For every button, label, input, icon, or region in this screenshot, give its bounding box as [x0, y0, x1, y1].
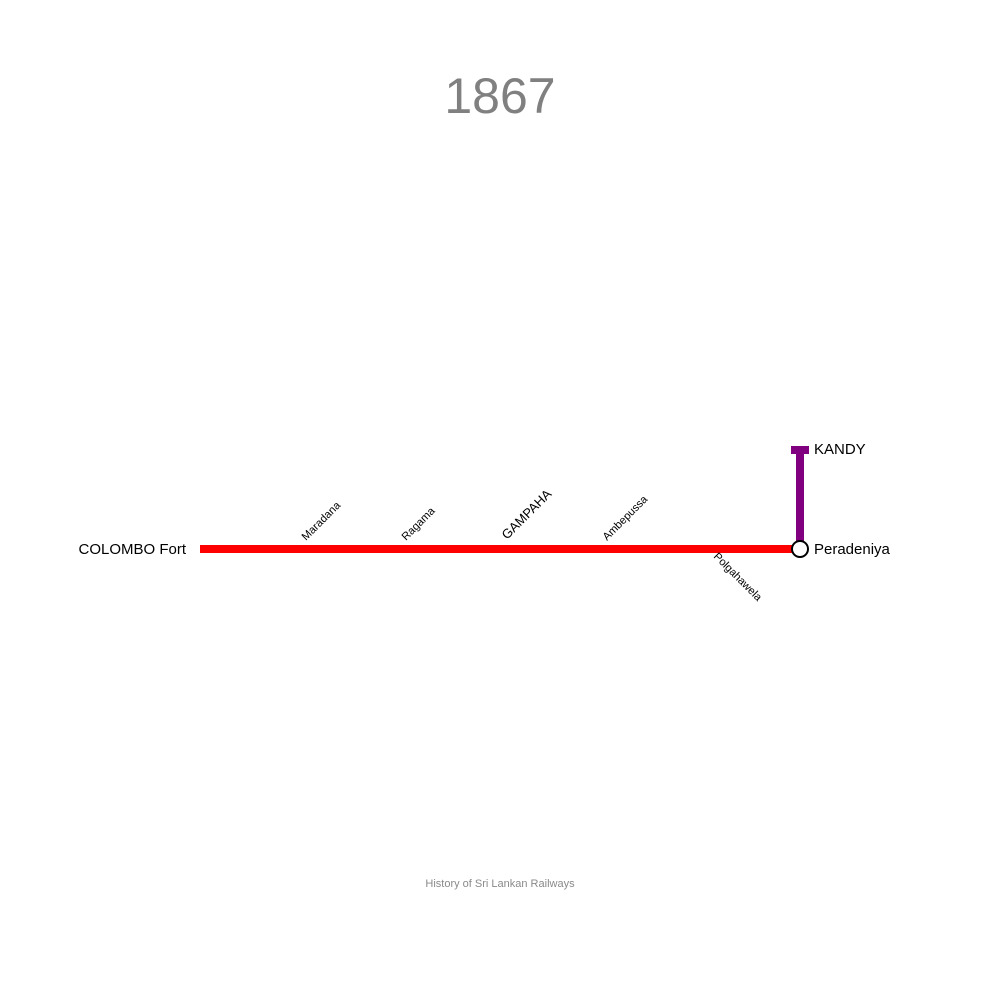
station-label-ambepussa: Ambepussa	[601, 493, 651, 543]
map-title: 1867	[444, 68, 556, 124]
map-footer-caption: History of Sri Lankan Railways	[425, 878, 575, 890]
station-label-maradana: Maradana	[300, 499, 344, 543]
station-label-kandy: KANDY	[814, 441, 866, 458]
peradeniya-interchange-marker	[791, 540, 809, 558]
station-label-colombo-fort: COLOMBO Fort	[78, 541, 186, 558]
station-label-peradeniya: Peradeniya	[814, 541, 891, 558]
station-label-gampaha: GAMPAHA	[499, 486, 555, 542]
station-label-polgahawela: Polgahawela	[711, 551, 765, 605]
station-label-ragama: Ragama	[400, 505, 439, 544]
